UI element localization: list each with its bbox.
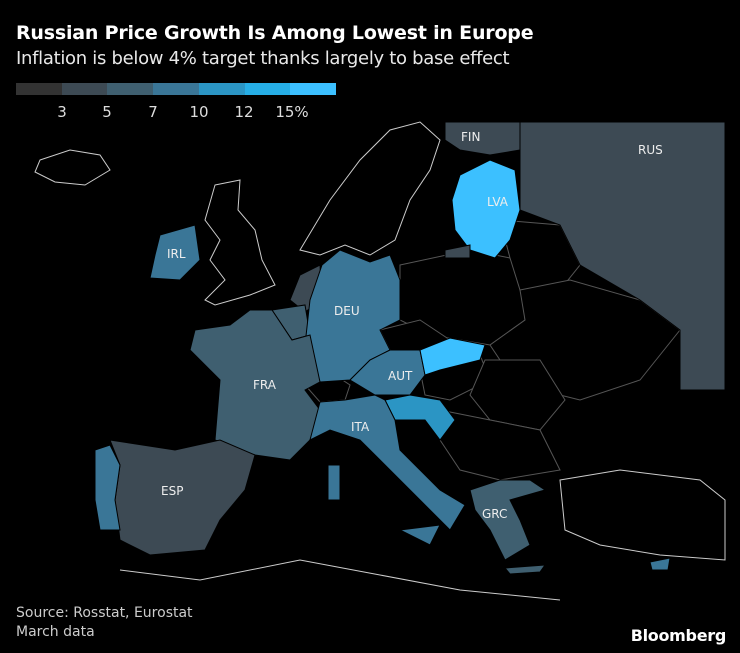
legend-swatch: [107, 83, 154, 95]
country-fin: [444, 121, 521, 156]
country-sicily: [398, 524, 441, 546]
legend-tick: 7: [148, 103, 158, 121]
legend-swatch: [244, 83, 291, 95]
color-legend: [16, 83, 337, 95]
legend-tick: 3: [57, 103, 67, 121]
legend-swatch: [290, 83, 337, 95]
country-balkans: [439, 409, 561, 481]
turkey-outline: [559, 469, 726, 561]
label-ita: ITA: [351, 420, 370, 434]
label-irl: IRL: [167, 247, 186, 261]
country-grc: [469, 479, 547, 561]
uk-outline: [204, 179, 276, 306]
source-text: Source: Rosstat, Eurostat: [16, 605, 193, 621]
scandinavia-outline: [299, 121, 441, 256]
label-lva: LVA: [487, 195, 509, 209]
label-grc: GRC: [482, 507, 507, 521]
country-svn-hrv: [384, 394, 456, 441]
label-rus: RUS: [638, 143, 663, 157]
country-cyprus: [649, 557, 671, 571]
country-ita: [309, 394, 466, 531]
legend-tick: 15%: [275, 103, 309, 121]
legend-tick: 10: [189, 103, 209, 121]
legend-swatch: [61, 83, 108, 95]
country-baltics: [451, 159, 521, 259]
data-note: March data: [16, 624, 95, 640]
north-africa-outline: [119, 559, 561, 601]
label-fra: FRA: [253, 378, 277, 392]
chart-subtitle: Inflation is below 4% target thanks larg…: [16, 48, 510, 69]
label-deu: DEU: [334, 304, 360, 318]
legend-swatch: [153, 83, 199, 95]
country-rus: [519, 121, 726, 391]
source-note: Source: Rosstat, Eurostat March data: [16, 604, 193, 642]
label-aut: AUT: [388, 369, 413, 383]
legend-swatch: [198, 83, 245, 95]
label-fin: FIN: [461, 130, 480, 144]
label-esp: ESP: [161, 484, 183, 498]
country-fra: [189, 309, 321, 461]
country-crete: [503, 564, 547, 575]
country-svk: [419, 337, 486, 376]
country-prt: [94, 444, 121, 531]
chart-title: Russian Price Growth Is Among Lowest in …: [16, 22, 534, 44]
iceland-outline: [34, 149, 111, 186]
legend-tick: 12: [234, 103, 254, 121]
country-kaliningrad: [444, 244, 471, 259]
legend-tick: 5: [102, 103, 112, 121]
country-irl: [149, 224, 201, 281]
legend-swatch: [16, 83, 62, 95]
bloomberg-logo: Bloomberg: [630, 626, 727, 645]
country-sardinia: [327, 464, 341, 501]
